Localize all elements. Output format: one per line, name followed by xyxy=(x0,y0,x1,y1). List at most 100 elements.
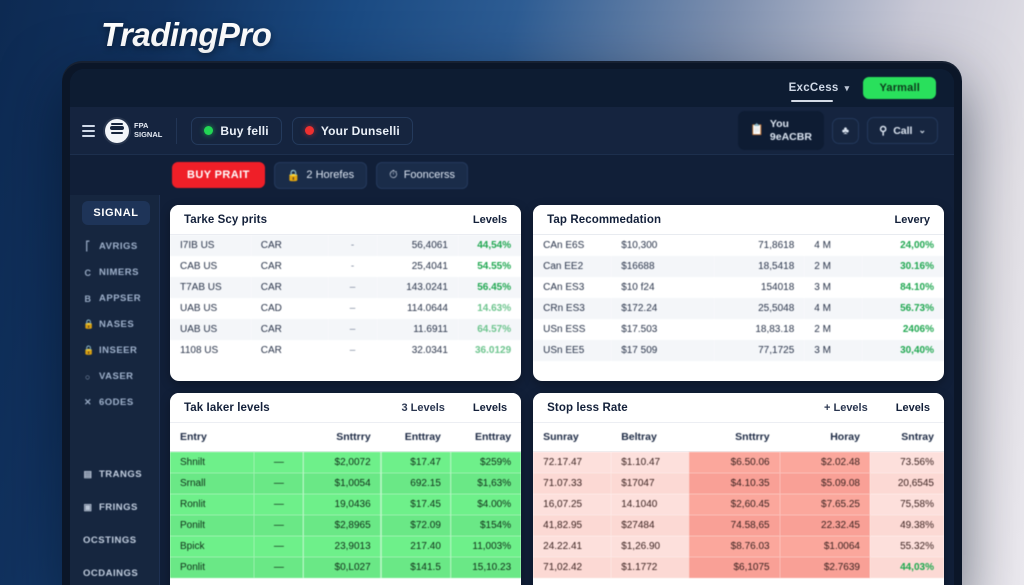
sidebar-item-6odes[interactable]: ✕ 6ODES xyxy=(70,393,160,412)
app-logo[interactable]: FPA SIGNAL xyxy=(105,118,162,143)
table-row[interactable]: CRn ES3 $172.24 25,5048 4 M 56.73% xyxy=(533,298,944,319)
cell-percent: 44,03% xyxy=(869,557,944,578)
cell-term: 4 M xyxy=(814,240,831,251)
table-row[interactable]: CAn E6S $10,300 71,8618 4 M 24,00% xyxy=(533,235,944,256)
table-row[interactable]: 24.22.41 $1,26.90 $8.76.03 $1.0064 55.32% xyxy=(533,536,944,557)
sidebar-item-avrigs[interactable]: ⎡ AVRIGS xyxy=(70,237,160,256)
buy-button[interactable]: BUY PRAIT xyxy=(172,162,265,188)
chart-icon: ⎡ xyxy=(85,241,91,251)
cell-pair: UAB US xyxy=(180,303,218,314)
table-row[interactable]: Shnilt — $2,0072 $17.47 $259% xyxy=(170,451,522,473)
status-sell-pill[interactable]: Your Dunselli xyxy=(291,116,413,145)
page-title: TradingPro xyxy=(101,16,272,53)
install-button[interactable]: Yarmall xyxy=(863,77,936,99)
cell-dash: – xyxy=(328,319,378,340)
table-row[interactable]: UAB US CAR –11.6911 64.57% xyxy=(170,319,522,340)
refresh-icon: C xyxy=(84,267,92,278)
table-row[interactable]: Ponlit — $0,L027 $141.5 15,10.23 xyxy=(170,557,522,578)
cell-dash: – xyxy=(349,345,356,356)
cell-percent: 44,54% xyxy=(457,235,522,256)
cell-percent: 14.63% xyxy=(477,303,512,314)
cell-value: $72.09 xyxy=(380,515,451,536)
card-header-mid[interactable]: + Levels xyxy=(824,402,868,414)
cell-value: $4.10.35 xyxy=(689,473,780,494)
card-title: Stop less Rate xyxy=(547,402,628,414)
recommendation-table: CAn E6S $10,300 71,8618 4 M 24,00% Can EE2 $16… xyxy=(533,235,944,361)
sidebar-item-frings[interactable]: ▣ FRINGS xyxy=(70,498,160,517)
cell-value: 71,8618 xyxy=(758,240,795,251)
app-body: SIGNAL ⎡ AVRIGS C NIMERS B APPSER 🔒 xyxy=(70,195,954,585)
table-row[interactable]: Bpick —23,9013 217.40 11,003% xyxy=(170,536,522,557)
status-buy-pill[interactable]: Buy felli xyxy=(191,116,282,145)
table-row[interactable]: CAn ES3 $10 f24 154018 3 M 84.10% xyxy=(533,277,944,298)
cell-pair: I7IB US xyxy=(170,235,251,256)
cell-value: 19,0436 xyxy=(303,494,381,515)
card-header: Tarke Scy prits Levels xyxy=(170,205,522,235)
cell-currency: CAR xyxy=(250,277,328,298)
table-row[interactable]: I7IB US CAR -56,4061 44,54% xyxy=(170,235,522,256)
table-row[interactable]: UAB US CAD – 114.0644 14.63% xyxy=(170,298,521,319)
call-button[interactable]: ⚲ Call ⌄ xyxy=(867,117,938,144)
cell-value: 143.0241 xyxy=(377,277,458,298)
user-account-button[interactable]: 📋 You 9eACBR xyxy=(738,111,824,150)
table-row[interactable]: Srnall — $1,0054 692.15 $1,63% xyxy=(170,473,522,494)
card-header-right: Levels xyxy=(895,402,930,414)
circle-icon: ○ xyxy=(85,371,91,382)
concerns-chip[interactable]: ⏱ Fooncerss xyxy=(376,161,469,189)
sidebar-item-nases[interactable]: 🔒 NASES xyxy=(70,315,160,334)
sidebar-item-signal[interactable]: SIGNAL xyxy=(82,201,150,225)
table-row[interactable]: 72.17.47 $1.10.47 $6.50.06 $2.02.48 73.56% xyxy=(533,451,944,473)
status-dot-green-icon xyxy=(204,126,214,135)
cell-value: $17.45 xyxy=(380,494,451,515)
taker-levels-table: Entry Snttrry Enttray Enttray Shnilt — $2,007… xyxy=(170,423,522,578)
table-row[interactable]: 16,07.25 14.1040 $2,60.45 $7.65.25 75,58% xyxy=(533,494,944,515)
sidebar-spacer xyxy=(70,419,160,465)
sidebar-item-label: FRINGS xyxy=(99,502,138,513)
cell-value: 71.07.33 xyxy=(533,473,612,494)
card-header: Tap Recommedation Levery xyxy=(533,205,944,235)
cell-value: $5.09.08 xyxy=(779,473,870,494)
cell-value: $1,26.90 xyxy=(611,536,690,557)
table-row[interactable]: 1108 US CAR – 32.0341 36.0129 xyxy=(170,340,521,361)
header-actions: 📋 You 9eACBR ♣ ⚲ Call ⌄ xyxy=(738,111,938,150)
cell-pair: T7AB US xyxy=(170,277,251,298)
cell-percent: 2406% xyxy=(902,324,934,335)
cell-value: 56,4061 xyxy=(377,235,458,256)
table-row[interactable]: Ponilt — $2,8965 $72.09 $154% xyxy=(170,515,522,536)
table-row[interactable]: 71,02.42 $1.1772 $6,1075 $2.7639 44,03% xyxy=(533,557,944,578)
table-row[interactable]: 71.07.33 $17047 $4.10.35 $5.09.08 20,6545 xyxy=(533,473,944,494)
sidebar-item-ocdaings[interactable]: OCDAINGS xyxy=(70,564,160,583)
sidebar-item-label: NASES xyxy=(99,319,135,330)
sidebar-item-vaser[interactable]: ○ VASER xyxy=(70,367,160,386)
table-row[interactable]: CAB US CAR - 25,4041 54.55% xyxy=(170,256,521,277)
sidebar-item-ocstings[interactable]: OCSTINGS xyxy=(70,531,160,550)
hamburger-menu-icon[interactable] xyxy=(82,124,95,137)
table-row[interactable]: Ronlit —19,0436 $17.45 $4.00% xyxy=(170,494,522,515)
alerts-button[interactable]: ♣ xyxy=(831,117,860,144)
table-row[interactable]: 41,82.95 $27484 74.58,65 22.32.45 49.38% xyxy=(533,515,944,536)
cell-value: 71,02.42 xyxy=(533,557,612,578)
card-title: Tap Recommedation xyxy=(547,214,662,226)
sidebar-item-nimers[interactable]: C NIMERS xyxy=(70,263,160,282)
card-header: Tak Iaker levels 3 Levels Levels xyxy=(170,393,522,423)
table-row[interactable]: USn EE5 $17 509 77,1725 3 M 30,40% xyxy=(533,340,944,361)
sidebar-item-trangs[interactable]: ▤ TRANGS xyxy=(70,465,160,484)
card-take-profits: Tarke Scy prits Levels I7IB US CAR -56,406… xyxy=(170,205,522,381)
sidebar-item-inseer[interactable]: 🔒 INSEER xyxy=(70,341,160,360)
card-title: Tak Iaker levels xyxy=(184,402,270,414)
table-row[interactable]: USn ESS $17.503 18,83.18 2 M 2406% xyxy=(533,319,944,340)
sidebar-item-label: OCDAINGS xyxy=(83,568,139,579)
sidebar-item-label: APPSER xyxy=(99,293,142,304)
table-row[interactable]: Can EE2 $16688 18,5418 2 M 30.16% xyxy=(533,256,944,277)
card-header-mid[interactable]: 3 Levels xyxy=(401,402,445,414)
bookmark-icon: B xyxy=(84,293,92,304)
sidebar-item-appser[interactable]: B APPSER xyxy=(70,289,160,308)
table-row[interactable]: T7AB US CAR –143.0241 56.45% xyxy=(170,277,522,298)
cell-price: $10,300 xyxy=(621,240,658,251)
cell-value: 77,1725 xyxy=(713,340,805,361)
hedges-chip[interactable]: 🔒 2 Horefes xyxy=(273,161,368,189)
account-select[interactable]: ExcCess ▾ xyxy=(789,82,850,102)
cell-value: 22.32.45 xyxy=(779,515,870,536)
check-square-icon: ▣ xyxy=(83,502,93,512)
cell-dash: — xyxy=(254,473,304,494)
